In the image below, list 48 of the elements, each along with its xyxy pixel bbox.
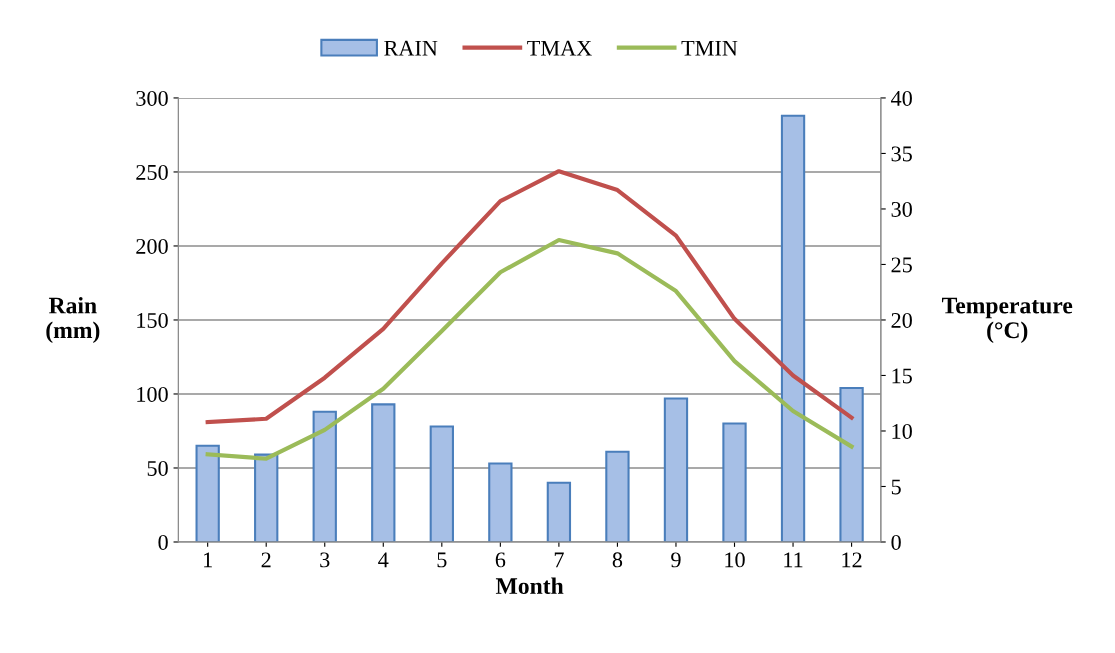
y-tick-label: 200 bbox=[136, 238, 168, 254]
x-tick-label: 8 bbox=[612, 552, 623, 568]
y-tick-label: 250 bbox=[136, 164, 168, 180]
bar bbox=[488, 462, 513, 542]
legend-label: TMIN bbox=[681, 40, 738, 56]
legend-label: TMAX bbox=[527, 40, 592, 56]
y-tick-label: 100 bbox=[137, 386, 168, 402]
x-tick-label: 5 bbox=[437, 552, 447, 568]
x-tick-label: 3 bbox=[320, 552, 330, 568]
x-tick-label: 11 bbox=[784, 552, 803, 568]
x-axis-title: Month bbox=[495, 577, 564, 595]
x-tick-label: 7 bbox=[554, 552, 564, 568]
bar bbox=[546, 481, 572, 542]
bar bbox=[605, 450, 630, 542]
bar bbox=[722, 422, 747, 542]
bar bbox=[839, 387, 864, 542]
x-tick-label: 4 bbox=[378, 552, 389, 568]
x-tick-label: 9 bbox=[671, 552, 681, 568]
x-tick-label: 6 bbox=[495, 552, 506, 568]
bar bbox=[371, 403, 396, 542]
y2-tick-label: 30 bbox=[891, 201, 912, 217]
y2-tick-label: 0 bbox=[891, 534, 901, 550]
line-series bbox=[205, 169, 854, 425]
x-tick-label: 1 bbox=[204, 552, 212, 568]
bar bbox=[312, 410, 337, 542]
y2-tick-label: 35 bbox=[891, 146, 912, 162]
y-tick-label: 300 bbox=[136, 90, 168, 106]
y-tick-label: 150 bbox=[137, 312, 168, 328]
legend-label: RAIN bbox=[384, 40, 438, 56]
y2-tick-label: 25 bbox=[891, 257, 912, 273]
y2-tick-label: 40 bbox=[891, 90, 912, 106]
y-tick-label: 0 bbox=[158, 534, 168, 550]
x-tick-label: 2 bbox=[261, 552, 271, 568]
bar bbox=[195, 444, 220, 542]
bar bbox=[429, 425, 454, 542]
x-tick-label: 12 bbox=[842, 552, 862, 568]
x-tick-label: 10 bbox=[725, 552, 745, 568]
y2-tick-label: 20 bbox=[891, 312, 912, 328]
line-series bbox=[205, 237, 854, 461]
y-tick-label: 50 bbox=[147, 460, 168, 476]
y-axis-title: Rain (mm) bbox=[46, 296, 100, 344]
bar bbox=[254, 453, 279, 542]
y2-axis-title: Temperature (°C) bbox=[942, 297, 1073, 344]
bar bbox=[780, 114, 806, 542]
y2-tick-label: 5 bbox=[891, 479, 901, 495]
y2-tick-label: 15 bbox=[892, 368, 912, 384]
bar bbox=[663, 397, 689, 542]
y2-tick-label: 10 bbox=[892, 423, 912, 439]
